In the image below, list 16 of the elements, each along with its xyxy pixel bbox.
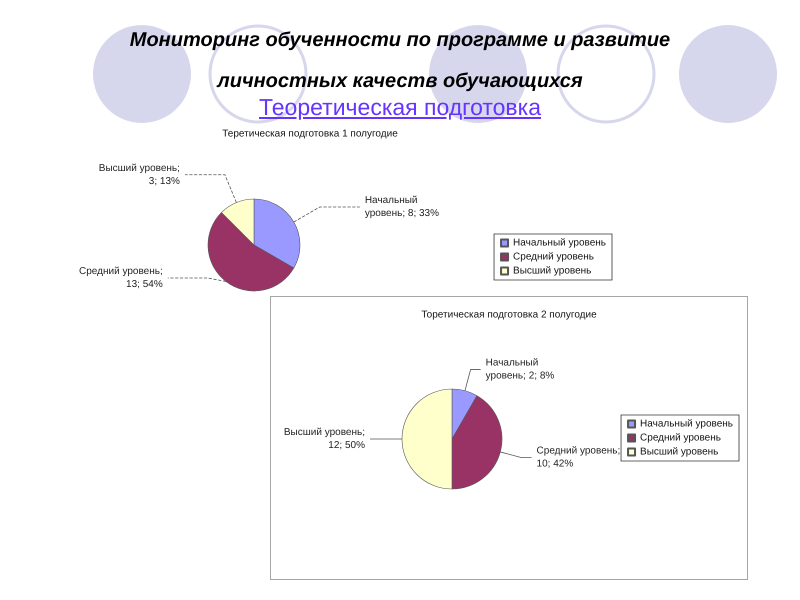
legend-label: Высший уровень [513, 266, 592, 276]
legend-label: Начальный уровень [640, 418, 734, 430]
legend-label: Начальный уровень [513, 238, 606, 248]
data-label: Средний уровень; 13; 54% [79, 266, 163, 290]
chart-title: Теретическая подготовка 1 полугодие [222, 128, 398, 140]
data-label: Высший уровень; 12; 50% [284, 427, 366, 451]
legend-label: Средний уровень [640, 432, 721, 444]
text: Теоретическая подготовка [259, 94, 541, 120]
chart-title: Торетическая подготовка 2 полугодие [421, 310, 598, 320]
data-label: Средний уровень; 10; 42% [536, 446, 620, 470]
legend-label: Средний уровень [513, 252, 594, 262]
data-label: Начальный уровень; 8; 33% [364, 195, 440, 219]
data-label: Высший уровень; 3; 13% [98, 162, 180, 187]
legend-label: Высший уровень [640, 446, 718, 458]
text: Мониторинг обученности по программе и развитие личностных качеств обучающихся [130, 29, 670, 92]
data-label: Начальный уровень; 2; 8% [486, 357, 554, 382]
